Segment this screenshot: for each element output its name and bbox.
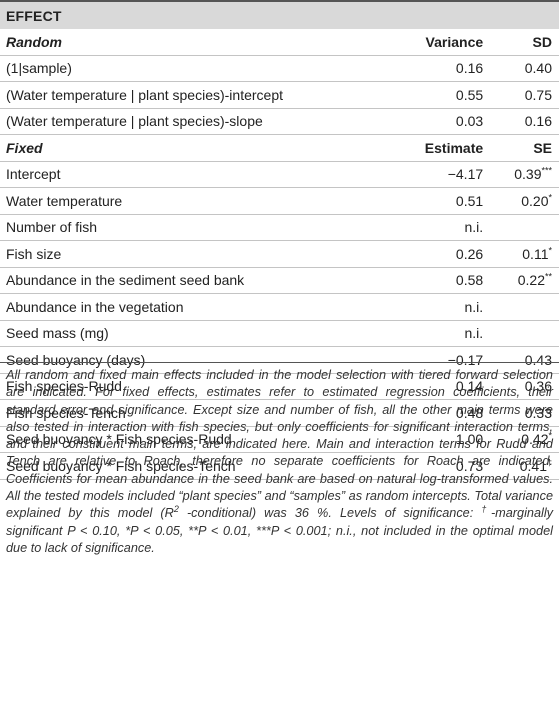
- footnote-text-3: -marginally significant P < 0.10, *P < 0…: [6, 506, 553, 555]
- error-value: 0.40: [524, 60, 552, 77]
- estimate-value: −4.17: [383, 161, 495, 188]
- column-header: SE: [494, 134, 559, 162]
- section-title: Fixed: [0, 134, 384, 162]
- estimate-value: n.i.: [383, 320, 495, 347]
- error-value: 0.41: [519, 457, 547, 474]
- section-title: Random: [0, 29, 384, 56]
- estimate-value: 0.03: [383, 108, 495, 135]
- error-cell: [494, 320, 559, 347]
- table-header-bar: EFFECT: [0, 0, 559, 29]
- footnote-paragraph: All random and fixed main effects includ…: [6, 367, 553, 557]
- table-row: (1|sample) 0.16 0.40: [0, 55, 559, 82]
- effect-label: Seed buoyancy (days): [0, 346, 384, 374]
- error-cell: 0.43: [494, 346, 559, 374]
- effect-label: (Water temperature | plant species)-inte…: [0, 81, 384, 109]
- table-row: Fish species-Tench 0.48 0.33: [0, 399, 559, 427]
- error-cell: 0.20*: [494, 187, 559, 215]
- effect-label: Fish species-Tench: [0, 399, 384, 427]
- column-header: Estimate: [383, 134, 495, 162]
- effect-label: Number of fish: [0, 214, 384, 241]
- error-cell: 0.75: [494, 81, 559, 109]
- footnote-text-2: -conditional) was 36 %. Levels of signif…: [178, 506, 482, 521]
- estimate-value: 0.48: [383, 399, 495, 427]
- significance-mark: **: [544, 271, 552, 282]
- significance-mark: *: [548, 430, 552, 441]
- error-cell: 0.16: [494, 108, 559, 135]
- effect-label: Seed buoyancy * Fish species-Tench: [0, 452, 384, 480]
- error-cell: 0.11*: [494, 240, 559, 268]
- significance-mark: *: [548, 245, 552, 256]
- table-row: Seed buoyancy (days) −0.17 0.43: [0, 346, 559, 374]
- effect-label: Water temperature: [0, 187, 384, 215]
- column-header: Variance: [383, 29, 495, 56]
- error-value: 0.75: [524, 86, 552, 103]
- effect-header: EFFECT: [6, 8, 62, 24]
- error-value: 0.36: [524, 378, 552, 395]
- error-cell: 0.36: [494, 373, 559, 400]
- table-row: Seed mass (mg) n.i.: [0, 320, 559, 347]
- estimate-value: 0.73: [383, 452, 495, 480]
- error-cell: 0.42*: [494, 426, 559, 453]
- estimate-value: n.i.: [383, 293, 495, 321]
- table-bottom-rule: [0, 362, 559, 363]
- estimate-value: 0.58: [383, 267, 495, 294]
- estimate-value: 0.51: [383, 187, 495, 215]
- effect-label: Abundance in the sediment seed bank: [0, 267, 384, 294]
- error-cell: 0.41†: [494, 452, 559, 480]
- section-header-row: Fixed Estimate SE: [0, 134, 559, 162]
- table-row: Fish size 0.26 0.11*: [0, 240, 559, 268]
- significance-mark: *: [548, 192, 552, 203]
- effect-label: Abundance in the vegetation: [0, 293, 384, 321]
- error-value: 0.33: [524, 404, 552, 421]
- estimate-value: 0.14: [383, 373, 495, 400]
- table-row: Abundance in the vegetation n.i.: [0, 293, 559, 321]
- effect-label: Seed buoyancy * Fish species-Rudd: [0, 426, 384, 453]
- error-cell: 0.33: [494, 399, 559, 427]
- estimate-value: 1.00: [383, 426, 495, 453]
- table-row: Fish species-Rudd 0.14 0.36: [0, 373, 559, 400]
- error-value: 0.11: [522, 245, 549, 262]
- estimate-value: n.i.: [383, 214, 495, 241]
- table-row: (Water temperature | plant species)-inte…: [0, 81, 559, 109]
- effect-label: Fish species-Rudd: [0, 373, 384, 400]
- footnote-text-1: All random and fixed main effects includ…: [6, 368, 553, 521]
- effects-table-body: Random Variance SD (1|sample) 0.16 0.40 (Water…: [0, 29, 559, 480]
- significance-mark: †: [546, 457, 552, 468]
- error-cell: 0.22**: [494, 267, 559, 294]
- error-value: 0.42: [521, 431, 549, 448]
- table-row: Seed buoyancy * Fish species-Rudd 1.00 0.4…: [0, 426, 559, 453]
- estimate-value: 0.16: [383, 55, 495, 82]
- error-value: 0.20: [521, 192, 549, 209]
- effect-label: (Water temperature | plant species)-slop…: [0, 108, 384, 135]
- error-value: 0.39: [514, 166, 542, 183]
- table-row: Abundance in the sediment seed bank 0.58 0…: [0, 267, 559, 294]
- error-cell: 0.40: [494, 55, 559, 82]
- error-value: 0.43: [524, 351, 552, 368]
- significance-mark: ***: [541, 165, 552, 176]
- table-footnote: All random and fixed main effects includ…: [6, 363, 553, 557]
- error-value: 0.16: [524, 113, 552, 130]
- estimate-value: 0.55: [383, 81, 495, 109]
- effect-label: Intercept: [0, 161, 384, 188]
- effect-label: (1|sample): [0, 55, 384, 82]
- effect-label: Fish size: [0, 240, 384, 268]
- estimate-value: −0.17: [383, 346, 495, 374]
- effects-table: Random Variance SD (1|sample) 0.16 0.40 (Water…: [0, 29, 559, 480]
- effect-label: Seed mass (mg): [0, 320, 384, 347]
- table-row: Number of fish n.i.: [0, 214, 559, 241]
- column-header: SD: [494, 29, 559, 56]
- footnote-superscript-2: 2: [173, 504, 179, 515]
- error-value: 0.22: [517, 272, 545, 289]
- error-cell: [494, 293, 559, 321]
- error-cell: [494, 214, 559, 241]
- table-row: Seed buoyancy * Fish species-Tench 0.73 0.…: [0, 452, 559, 480]
- section-header-row: Random Variance SD: [0, 29, 559, 56]
- table-row: Intercept −4.17 0.39***: [0, 161, 559, 188]
- table-row: Water temperature 0.51 0.20*: [0, 187, 559, 215]
- table-row: (Water temperature | plant species)-slop…: [0, 108, 559, 135]
- error-cell: 0.39***: [494, 161, 559, 188]
- footnote-dagger: †: [481, 504, 491, 515]
- estimate-value: 0.26: [383, 240, 495, 268]
